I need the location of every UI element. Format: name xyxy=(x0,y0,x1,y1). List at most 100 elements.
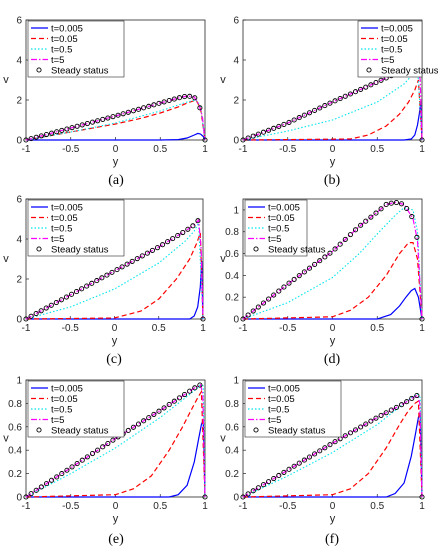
y-tick-label: 6 xyxy=(16,195,22,206)
x-tick-label: 1 xyxy=(419,144,425,155)
y-tick-label: 4 xyxy=(233,56,239,67)
steady-status-marker xyxy=(125,427,131,434)
y-tick-label: 4 xyxy=(16,56,22,67)
legend-entry: t=0.5 xyxy=(51,44,72,55)
legend-entry: t=5 xyxy=(268,234,281,245)
y-tick-label: 0 xyxy=(16,493,22,504)
steady-status-marker xyxy=(296,273,302,279)
steady-status-marker xyxy=(135,106,142,112)
steady-status-marker xyxy=(28,491,34,497)
y-tick-label: 0.4 xyxy=(225,446,239,457)
steady-status-marker xyxy=(317,105,323,111)
steady-status-marker xyxy=(146,415,152,421)
legend-swatch xyxy=(36,67,42,73)
x-tick-label: 1 xyxy=(200,323,206,334)
steady-status-marker xyxy=(388,407,394,413)
steady-status-marker xyxy=(352,427,359,433)
panel-caption: (c) xyxy=(106,352,122,367)
legend-entry: Steady status xyxy=(51,425,109,436)
steady-status-marker xyxy=(100,444,106,450)
y-tick-label: 0.4 xyxy=(225,271,239,282)
x-tick-label: -1 xyxy=(22,323,31,334)
steady-status-marker xyxy=(130,108,136,114)
steady-status-marker xyxy=(176,95,182,101)
x-tick-label: 0 xyxy=(330,144,336,155)
steady-status-marker xyxy=(135,421,142,427)
chart-panel-b: -1 -0.5 0 0.5 1 0 2 4 6 y v t=0.005t=0.05t=0.5t=5St… xyxy=(220,16,438,189)
steady-status-marker xyxy=(260,129,267,135)
steady-status-marker xyxy=(48,302,54,308)
y-axis-label: v xyxy=(220,253,226,265)
series-line-t-0-005 xyxy=(26,132,206,141)
steady-status-marker xyxy=(296,460,302,466)
y-tick-label: 0 xyxy=(233,315,239,326)
steady-status-marker xyxy=(43,305,49,311)
steady-status-marker xyxy=(79,122,85,128)
steady-status-marker xyxy=(404,205,410,212)
steady-status-marker xyxy=(409,395,415,401)
x-tick-label: 0.5 xyxy=(370,323,384,334)
x-tick-label: 1 xyxy=(419,501,425,512)
y-tick-label: 0.8 xyxy=(225,227,239,238)
steady-status-marker xyxy=(79,457,85,463)
steady-status-marker xyxy=(95,447,101,453)
y-tick-label: 0.4 xyxy=(8,446,22,457)
steady-status-marker xyxy=(245,312,251,318)
x-tick-label: 0.5 xyxy=(153,501,167,512)
steady-status-marker xyxy=(347,91,353,97)
chart-panel-f: -1 -0.5 0 0.5 1 0 0.2 0.4 0.6 0.8 1 y v t=0.005t=0.05… xyxy=(220,376,425,548)
chart-panel-e: -1 -0.5 0 0.5 1 0 0.2 0.4 0.6 0.8 1 y v t=0.005t=0.05… xyxy=(3,376,208,548)
steady-status-marker xyxy=(134,256,140,262)
steady-status-marker xyxy=(109,269,115,275)
y-tick-label: 6 xyxy=(233,16,239,27)
steady-status-marker xyxy=(64,126,70,132)
steady-status-marker xyxy=(383,410,389,416)
panel-caption: (b) xyxy=(324,173,341,188)
x-tick-label: 0 xyxy=(330,501,336,512)
legend-entry: t=0.5 xyxy=(51,404,72,415)
steady-status-marker xyxy=(105,115,111,121)
steady-status-marker xyxy=(373,210,379,216)
steady-status-marker xyxy=(312,451,318,457)
steady-status-marker xyxy=(43,481,50,487)
steady-status-marker xyxy=(347,232,353,238)
x-tick-label: 0.5 xyxy=(153,144,167,155)
steady-status-marker xyxy=(202,137,208,143)
steady-status-marker xyxy=(53,299,59,306)
steady-status-marker xyxy=(141,105,147,111)
steady-status-marker xyxy=(139,253,145,259)
x-tick-label: 0.5 xyxy=(370,144,384,155)
steady-status-marker xyxy=(276,288,282,294)
x-tick-label: -0.5 xyxy=(62,501,80,512)
steady-status-marker xyxy=(33,310,39,317)
steady-status-marker xyxy=(23,137,29,143)
y-tick-label: 4 xyxy=(16,235,22,246)
legend-entry: t=0.005 xyxy=(51,383,83,394)
steady-status-marker xyxy=(190,223,196,229)
steady-status-marker xyxy=(327,442,333,448)
steady-status-marker xyxy=(388,200,394,206)
steady-status-marker xyxy=(260,300,267,306)
steady-status-marker xyxy=(166,97,172,104)
steady-status-marker xyxy=(99,275,105,281)
legend-entry: t=0.05 xyxy=(268,394,295,405)
legend-entry: Steady status xyxy=(51,65,109,76)
steady-status-marker xyxy=(33,487,39,493)
x-tick-label: 0 xyxy=(112,323,118,334)
steady-status-marker xyxy=(115,112,121,118)
series-line-t-5 xyxy=(242,201,423,320)
steady-status-marker xyxy=(144,250,150,256)
legend-entry: t=5 xyxy=(268,415,281,426)
legend-swatch xyxy=(253,427,259,433)
steady-status-marker xyxy=(306,110,313,116)
steady-status-marker xyxy=(363,84,369,90)
steady-status-marker xyxy=(363,218,369,224)
y-tick-label: 0.6 xyxy=(225,422,239,433)
y-tick-label: 0 xyxy=(233,493,239,504)
x-tick-label: 0.5 xyxy=(152,323,166,334)
steady-status-marker xyxy=(197,105,203,111)
steady-status-marker xyxy=(79,286,85,292)
legend-entry: t=0.005 xyxy=(268,383,300,394)
panel-caption: (f) xyxy=(325,532,339,547)
